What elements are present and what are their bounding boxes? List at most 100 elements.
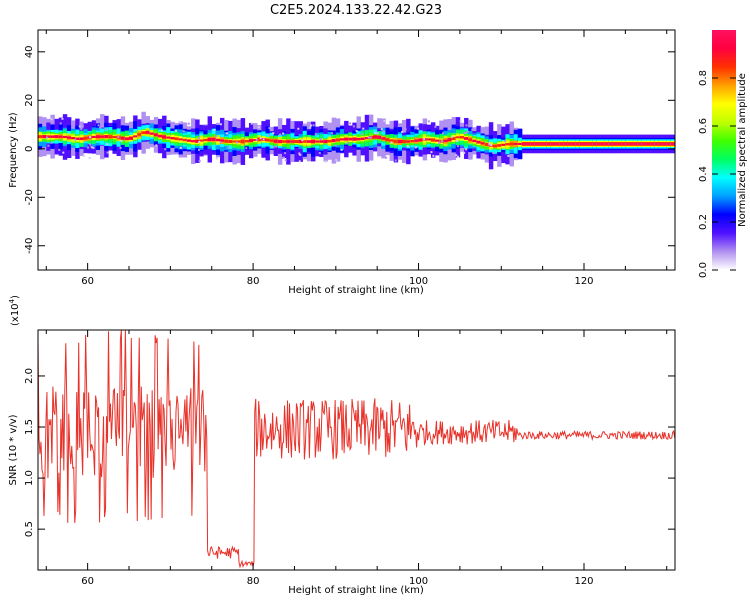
spectrogram-frame [37, 29, 676, 271]
spectrogram-cell [521, 142, 527, 145]
spectrogram-cell [265, 138, 270, 142]
spectrogram-speckle [297, 127, 300, 130]
spectrogram-cell [575, 142, 581, 145]
spectrogram-speckle [160, 129, 163, 132]
spectrogram-speckle [104, 128, 107, 131]
spectrogram-speckle [385, 156, 388, 159]
spectrogram-cell [476, 140, 481, 144]
spectrogram-speckle [406, 145, 409, 148]
spectrogram-speckle [484, 126, 487, 129]
spectrogram-cell [191, 140, 196, 143]
snr-multiplier-base: (x10 [10, 303, 21, 326]
spectrogram-speckle [78, 125, 81, 128]
spectrogram-cell [100, 135, 105, 138]
spectrogram-cell [468, 138, 473, 142]
spectrogram-speckle [401, 130, 404, 133]
spectrogram-speckle [450, 158, 453, 161]
spectrogram-cell [356, 137, 361, 141]
spectrogram-cell [42, 135, 47, 139]
spectrogram-speckle [226, 132, 229, 135]
spectrogram-cell [157, 134, 163, 138]
spectrogram-speckle [282, 156, 285, 159]
spectrogram-cell [335, 138, 341, 142]
spectrogram-cell [629, 142, 634, 145]
spectrogram-speckle [459, 120, 462, 123]
spectrogram-speckle [106, 151, 109, 154]
spectrogram-cell [133, 135, 138, 138]
snr-x-tick-labels: 60 80 100 120 [81, 576, 593, 587]
spectrogram-speckle [463, 151, 466, 154]
spectrogram-cell [253, 139, 258, 141]
snr-ticks [38, 330, 675, 570]
spectrogram-cell [236, 140, 241, 143]
spectrogram-speckle [272, 146, 275, 149]
spectrogram-cell [240, 139, 246, 144]
y-tick-label: 2.0 [24, 368, 35, 384]
spectrogram-speckle [119, 146, 122, 149]
spectrogram-speckle [87, 146, 90, 149]
spectrogram-cell [546, 142, 552, 145]
spectrogram-cell [145, 130, 150, 134]
spectrogram-cell [397, 139, 403, 144]
spectrogram-speckle [349, 122, 352, 125]
spectrogram-speckle [90, 146, 93, 149]
spectrogram-speckle [390, 156, 393, 159]
spectrogram-speckle [492, 151, 495, 154]
spectrogram-cell [62, 135, 68, 139]
spectrogram-cell [79, 137, 84, 141]
spectrogram-cell [658, 142, 663, 145]
spectrogram-cell [443, 139, 448, 143]
spectrogram-cell [447, 138, 452, 142]
spectrogram-speckle [432, 154, 435, 157]
spectrogram-speckle [186, 152, 189, 155]
spectrogram-cell [120, 136, 126, 140]
spectrogram-speckle [236, 141, 239, 144]
spectrogram-cell [542, 142, 548, 145]
spectrogram-speckle [465, 124, 468, 127]
spectrogram-cell [170, 137, 175, 140]
spectrogram-speckle [58, 148, 61, 151]
spectrogram-cell [608, 142, 614, 145]
spectrogram-cell [381, 137, 386, 140]
colorbar-ticks: 0.0 0.2 0.4 0.6 0.8 [698, 70, 736, 278]
spectrogram-speckle [430, 151, 433, 154]
spectrogram-speckle [155, 144, 158, 147]
spectrogram-speckle [341, 123, 344, 126]
spectrogram-cell [612, 142, 618, 145]
spectrogram-cell [149, 132, 155, 135]
spectrogram-cell [232, 140, 237, 143]
spectrogram-speckle [268, 127, 271, 130]
spectrogram-speckle [50, 118, 53, 121]
spectrogram-cell [497, 144, 502, 147]
spectrogram-speckle [507, 154, 510, 157]
spectrogram-x-tick-labels: 60 80 100 120 [81, 276, 593, 287]
spectrogram-cell [505, 143, 510, 146]
spectrogram-cell [220, 139, 225, 142]
spectrogram-speckle [59, 122, 62, 125]
spectrogram-cell [182, 138, 188, 142]
spectrogram-cell [588, 142, 593, 145]
spectrogram-speckle [441, 132, 444, 135]
spectrogram-cell [654, 142, 659, 145]
spectrogram-cell [621, 142, 626, 145]
spectrogram-speckle [434, 125, 437, 128]
spectrogram-cell [174, 137, 179, 141]
spectrogram-speckle [383, 119, 386, 122]
x-tick-label: 100 [409, 276, 428, 287]
y-tick-label: 0.5 [24, 521, 35, 537]
spectrogram-cell [294, 140, 299, 144]
spectrogram-cell [153, 133, 159, 137]
spectrogram-speckle [382, 130, 385, 133]
spectrogram-speckle [352, 125, 355, 128]
spectrogram-speckle [374, 131, 377, 134]
spectrogram-cell [559, 142, 564, 145]
spectrogram-speckle [466, 130, 469, 133]
spectrogram-cell [104, 135, 109, 139]
spectrogram-cell [207, 137, 213, 142]
spectrogram-cell [617, 142, 622, 145]
spectrogram-cell [584, 142, 589, 145]
spectrogram-cell [364, 137, 370, 140]
y-tick-label: 1.5 [24, 419, 35, 435]
spectrogram-cell [248, 139, 254, 143]
spectrogram-speckle [187, 122, 190, 125]
